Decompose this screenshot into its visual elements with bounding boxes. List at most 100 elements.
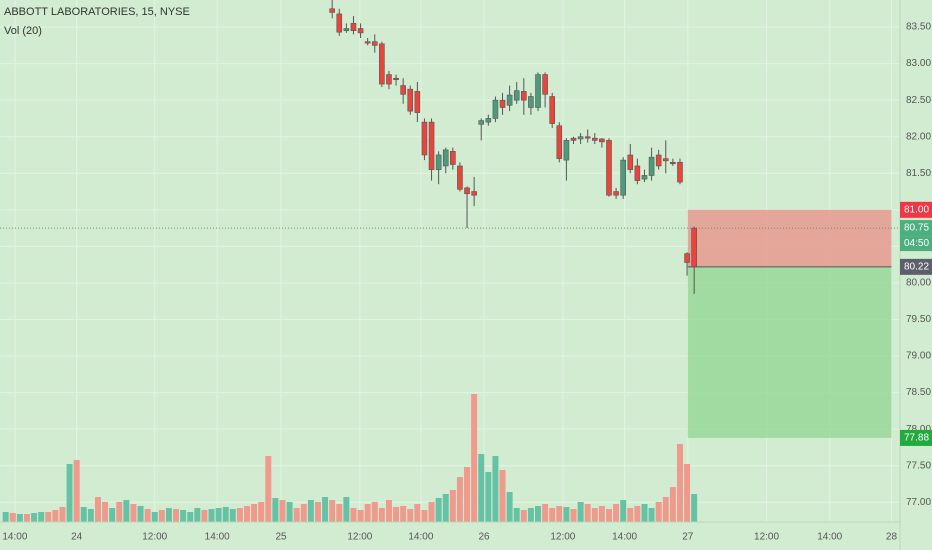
- x-tick-label: 12:00: [550, 532, 575, 543]
- x-tick-label: 14:00: [2, 532, 27, 543]
- y-tick-label: 78.00: [906, 424, 931, 435]
- last-price-tag-label: 80.75: [904, 223, 929, 234]
- candle-body: [584, 136, 591, 139]
- candle-body: [407, 88, 414, 112]
- volume-bar: [194, 508, 201, 522]
- stop-tag-box: [900, 201, 932, 218]
- candle-body: [371, 41, 378, 46]
- candle-body: [570, 137, 577, 141]
- volume-bar: [520, 510, 527, 522]
- volume-bar: [570, 509, 577, 522]
- volume-bar: [236, 508, 243, 522]
- volume-bar: [485, 472, 492, 522]
- volume-bar: [286, 502, 293, 522]
- volume-bar: [456, 477, 463, 522]
- target-tag-box: [900, 429, 932, 446]
- volume-bar: [641, 504, 648, 522]
- volume-bar: [556, 506, 563, 522]
- volume-bar: [215, 508, 222, 522]
- candle-body: [591, 137, 598, 141]
- volume-bar: [421, 510, 428, 522]
- candle-body: [379, 43, 385, 85]
- volume-bar: [244, 506, 251, 522]
- volume-bar: [478, 454, 485, 522]
- x-tick-label: 27: [682, 532, 694, 543]
- y-tick-label: 82.00: [906, 131, 931, 142]
- volume-bar: [73, 460, 80, 522]
- candle-body: [556, 125, 563, 159]
- candle-body: [670, 162, 676, 165]
- volume-bar: [464, 467, 471, 522]
- volume-bar: [222, 507, 229, 522]
- volume-bar: [648, 508, 655, 522]
- candle-body: [364, 41, 371, 44]
- candle-body: [521, 91, 527, 101]
- volume-bar: [265, 456, 272, 522]
- reward-zone: [687, 266, 892, 438]
- y-tick-label: 82.50: [906, 95, 931, 106]
- volume-bar: [669, 487, 676, 522]
- candle-body: [450, 151, 456, 165]
- volume-bar: [613, 504, 620, 522]
- volume-bar: [513, 508, 520, 522]
- volume-bar: [23, 514, 30, 522]
- candle-body: [478, 120, 485, 125]
- stop-tag-label: 81.00: [904, 204, 929, 215]
- volume-bar: [584, 504, 591, 522]
- y-tick-label: 79.00: [906, 351, 931, 362]
- volume-bar: [329, 500, 336, 522]
- volume-bar: [180, 510, 187, 522]
- volume-bar: [173, 509, 180, 522]
- candle-body: [599, 138, 605, 143]
- volume-bar: [59, 507, 66, 522]
- volume-bar: [634, 506, 641, 522]
- candle-body: [549, 96, 556, 124]
- volume-bar: [201, 510, 208, 522]
- volume-bar: [620, 500, 627, 522]
- entry-tag-box: [900, 258, 932, 275]
- volume-bar: [94, 497, 101, 522]
- volume-bar: [449, 490, 456, 522]
- candle-body: [691, 227, 697, 268]
- volume-bar: [144, 509, 151, 522]
- candle-body: [528, 96, 534, 108]
- volume-bar: [322, 497, 329, 522]
- volume-bar: [442, 494, 449, 522]
- volume-bar: [627, 508, 634, 522]
- volume-bar: [662, 497, 669, 522]
- countdown-box: [900, 236, 932, 252]
- candle-body: [655, 154, 662, 167]
- candle-body: [435, 154, 442, 170]
- volume-bar: [165, 508, 172, 522]
- last-price-tag-box: [900, 220, 932, 237]
- candle-body: [641, 175, 648, 180]
- volume-bar: [577, 502, 584, 522]
- volume-bar: [471, 394, 478, 522]
- volume-bar: [9, 513, 16, 522]
- volume-bar: [109, 508, 116, 522]
- volume-bar: [66, 464, 73, 522]
- candle-body: [535, 74, 541, 108]
- candle-body: [648, 156, 655, 176]
- x-tick-label: 12:00: [142, 532, 167, 543]
- candle-body: [662, 158, 669, 162]
- volume-bar: [364, 504, 371, 522]
- volume-bar: [102, 502, 109, 522]
- volume-bar: [378, 508, 385, 522]
- volume-bar: [691, 494, 698, 522]
- candle-body: [627, 154, 634, 170]
- candle-body: [357, 28, 364, 34]
- candle-body: [414, 91, 421, 113]
- candle-body: [428, 121, 435, 170]
- volume-bar: [293, 508, 300, 522]
- volume-bar: [549, 508, 556, 522]
- volume-bar: [151, 512, 158, 522]
- y-tick-label: 83.00: [906, 58, 931, 69]
- volume-bar: [414, 504, 421, 522]
- volume-bar: [123, 500, 130, 522]
- x-tick-label: 26: [479, 532, 491, 543]
- y-tick-label: 83.50: [906, 22, 931, 33]
- volume-bar: [400, 506, 407, 522]
- volume-bar: [428, 502, 435, 522]
